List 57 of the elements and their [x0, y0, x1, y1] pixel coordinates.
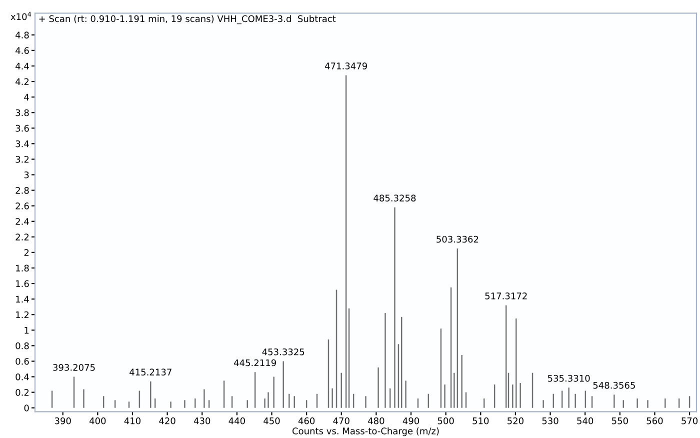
x-tick-label: 390 [54, 417, 71, 424]
y-tick-label: 3.8 [16, 109, 29, 116]
y-tick-label: 2 [24, 249, 29, 256]
y-tick-label: 0.8 [16, 342, 29, 350]
x-tick-label: 520 [508, 417, 524, 424]
annotation: 503.3362 [436, 236, 478, 243]
y-tick-label: 4.8 [16, 32, 29, 38]
annotation: 517.3172 [485, 292, 527, 300]
y-tick-label: 3 [24, 171, 29, 178]
annotation: 548.3565 [593, 382, 635, 389]
x-tick-label: 500 [438, 417, 454, 424]
x-tick-label: 550 [612, 417, 628, 424]
annotation: 453.3325 [262, 348, 304, 356]
y-tick-label: 3.6 [16, 124, 29, 132]
y-tick-label: 1.2 [16, 311, 29, 318]
y-tick-label: 1.4 [16, 296, 29, 302]
y-tick-label: 0.2 [16, 389, 29, 396]
y-tick-label: 2.8 [16, 187, 29, 194]
y-tick-label: 0 [24, 404, 29, 412]
x-tick-label: 530 [542, 417, 558, 424]
x-tick-label: 560 [646, 417, 663, 424]
y-tick-label: 1.6 [16, 280, 29, 288]
chart-title: + Scan (rt: 0.910-1.191 min, 19 scans) VHH_COME3-3.d Subtract [39, 15, 336, 24]
x-tick-label: 460 [298, 417, 315, 424]
y-tick-label: 4 [24, 94, 29, 100]
y-tick-label: 0.6 [16, 358, 29, 365]
y-tick-label: 2.4 [16, 218, 29, 225]
x-tick-label: 510 [472, 417, 489, 424]
x-tick-label: 490 [402, 417, 420, 424]
y-tick-label: 2.2 [16, 234, 29, 240]
x-tick-label: 480 [368, 417, 384, 424]
x-tick-label: 470 [333, 417, 350, 424]
y-tick-label: 4.4 [16, 62, 29, 70]
annotation: 471.3479 [324, 62, 367, 70]
y-axis-title: x10$^{4}$ [10, 12, 32, 20]
y-tick-label: 1.8 [16, 264, 29, 272]
annotation: 445.2119 [234, 359, 276, 366]
x-axis-title: Counts vs. Mass-to-Charge (m/z) [292, 427, 439, 436]
annotation: 393.2075 [53, 364, 95, 371]
annotation: 485.3258 [374, 194, 416, 202]
y-tick-label: 0.4 [16, 373, 29, 380]
y-tick-label: 4.2 [16, 78, 29, 85]
y-tick-label: 3.4 [16, 140, 29, 148]
annotation: 535.3310 [548, 374, 590, 382]
x-tick-label: 430 [194, 417, 210, 424]
x-tick-label: 540 [577, 417, 594, 424]
x-tick-label: 450 [264, 417, 280, 424]
y-tick-label: 3.2 [16, 156, 29, 163]
annotation: 415.2137 [130, 368, 172, 376]
y-tick-label: 1 [24, 326, 29, 334]
x-tick-label: 410 [124, 417, 140, 424]
x-tick-label: 570 [682, 417, 698, 424]
y-tick-label: 2.6 [16, 202, 29, 210]
x-tick-label: 440 [228, 417, 245, 424]
x-tick-label: 420 [159, 417, 176, 424]
y-tick-label: 4.6 [16, 47, 29, 54]
x-tick-label: 400 [89, 417, 106, 424]
